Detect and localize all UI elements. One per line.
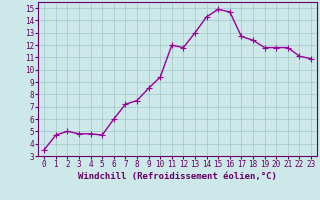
X-axis label: Windchill (Refroidissement éolien,°C): Windchill (Refroidissement éolien,°C) bbox=[78, 172, 277, 181]
